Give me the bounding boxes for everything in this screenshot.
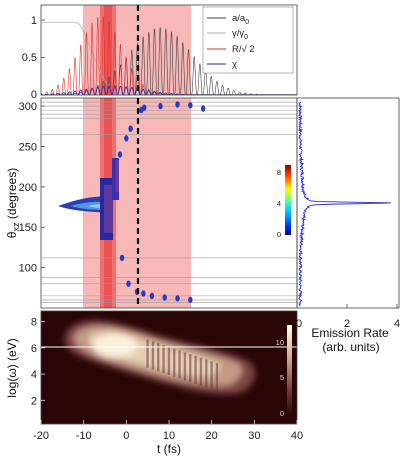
bottom-xtick-6: 40 [291, 430, 303, 442]
bottom-ytick-8: 8 [31, 317, 37, 329]
bottom-ytick-2: 2 [31, 395, 37, 407]
bottom-colorbar [287, 325, 292, 415]
mid-point-2 [158, 102, 163, 110]
mid-point-9 [119, 254, 125, 262]
emission-band [58, 158, 119, 240]
right-xlabel: Emission Rate [311, 326, 389, 340]
mid-point-1 [142, 104, 147, 111]
legend-gamma-label: γ/γ [232, 28, 244, 39]
mid-point-15 [175, 295, 180, 302]
right-xtick-4: 4 [394, 318, 400, 330]
legend-r-label: R/√ 2 [232, 44, 255, 55]
bottom-xtick-1: -10 [76, 430, 92, 442]
bottom-cbar-tick-0: 0 [280, 409, 284, 418]
mid-ylabel-theta: θ [5, 231, 19, 238]
bottom-xtick-2: 0 [123, 430, 129, 442]
mid-ylabel-suffix: (degrees) [5, 168, 19, 223]
mid-ylabel: θxz (degrees) [5, 168, 21, 238]
bottom-ytick-4: 4 [31, 369, 37, 381]
right-xlabel-line2: (arb. units) [322, 340, 379, 354]
mid-point-10 [126, 280, 131, 287]
mid-ytick-250: 250 [19, 141, 37, 153]
bottom-ytick-6: 6 [31, 343, 37, 355]
bottom-xtick-0: -20 [33, 430, 49, 442]
bottom-cbar-tick-5: 5 [280, 373, 284, 382]
fringe-stripes [146, 339, 219, 392]
mid-point-8 [117, 151, 123, 158]
mid-ytick-300: 300 [19, 101, 37, 113]
top-ytick-05: 0.5 [22, 52, 37, 64]
legend-a: a/a0 [232, 13, 249, 26]
mid-cbar-tick-8: 8 [277, 168, 281, 177]
legend-a-sub: 0 [245, 19, 249, 26]
mid-cbar-tick-0: 0 [277, 230, 281, 239]
bottom-xtick-3: 10 [163, 430, 175, 442]
emission-rate-line [297, 101, 391, 307]
middle-panel: 0 4 8 100 150 200 250 300 θxz (degrees) [5, 97, 298, 309]
mid-point-7 [124, 135, 129, 142]
bottom-xlabel: t (fs) [157, 442, 181, 456]
mid-ylabel-sub: xz [11, 222, 21, 232]
top-panel: 1 0.5 0 a/a0 γ/γ0 R/√ 2 χ [22, 4, 298, 101]
mid-point-13 [149, 292, 155, 300]
mid-point-4 [188, 102, 193, 109]
right-panel-frame [296, 97, 400, 309]
bottom-panel: 0 5 10 2 4 6 8 -20 -10 0 10 20 30 40 t (fs) log(ω… [5, 310, 303, 456]
mid-ytick-150: 150 [19, 222, 37, 234]
mid-ytick-100: 100 [19, 263, 37, 275]
top-panel-frame [40, 4, 298, 96]
mid-point-6 [128, 125, 133, 132]
bottom-ylabel: log(ω) (eV) [5, 338, 19, 397]
mid-point-14 [162, 294, 167, 301]
mid-point-5 [200, 105, 206, 112]
top-ytick-0: 0 [31, 89, 37, 101]
mid-ytick-200: 200 [19, 182, 37, 194]
legend-chi-label: χ [232, 59, 237, 70]
mid-cbar-tick-4: 4 [277, 199, 281, 208]
mid-point-12 [141, 290, 146, 297]
top-ytick-1: 1 [31, 15, 37, 27]
top-legend: a/a0 γ/γ0 R/√ 2 χ [202, 6, 294, 74]
bottom-xtick-5: 30 [248, 430, 260, 442]
right-xtick-2: 2 [344, 318, 350, 330]
bottom-cbar-tick-10: 10 [276, 338, 284, 347]
mid-point-16 [188, 296, 193, 304]
mid-colorbar [285, 165, 291, 235]
right-panel: 0 2 4 Emission Rate (arb. units) [296, 97, 400, 354]
mid-point-3 [175, 101, 180, 108]
legend-gamma-sub: 0 [244, 34, 248, 41]
legend-gamma: γ/γ0 [232, 28, 248, 41]
bottom-xtick-4: 20 [206, 430, 218, 442]
right-xtick-0: 0 [296, 318, 302, 330]
legend-a-label: a/a [232, 13, 246, 24]
